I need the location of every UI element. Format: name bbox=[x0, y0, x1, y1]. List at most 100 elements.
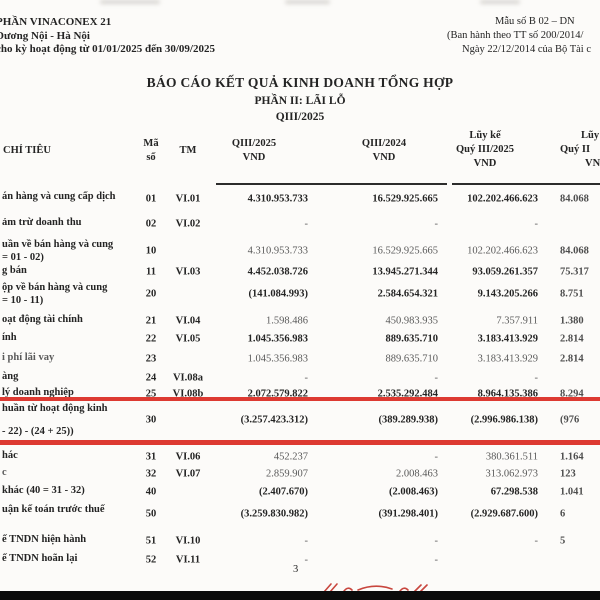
value-luyke-2025: - bbox=[534, 372, 539, 383]
row-code: 51 bbox=[145, 535, 157, 546]
row-code: 20 bbox=[145, 288, 157, 300]
table-row: i phí lãi vay 23 1.045.356.983 889.635.710 3… bbox=[0, 351, 600, 366]
row-note-ref: VI.11 bbox=[175, 554, 201, 565]
header-luyke-2025: Lũy kế Quý III/2025 VND bbox=[432, 129, 538, 171]
value-luyke-2024-fragment: 5 bbox=[560, 535, 566, 546]
table-row: oạt động tài chính 21 VI.04 1.598.486 450.98… bbox=[0, 313, 600, 328]
value-qiii-2024: - bbox=[434, 535, 439, 546]
header-luyke-2025-line1: Lũy kế bbox=[469, 130, 501, 141]
row-code: 31 bbox=[145, 451, 157, 462]
value-qiii-2025: (3.259.830.982) bbox=[240, 508, 308, 520]
header-q3-2024: QIII/2024 VND bbox=[330, 137, 438, 165]
table-row: án hàng và cung cấp dịch 01 VI.01 4.310.953… bbox=[0, 190, 600, 207]
row-note-ref: VI.08b bbox=[172, 388, 204, 399]
report-subtitle: PHẦN II: LÃI LỖ bbox=[254, 95, 346, 107]
value-qiii-2025: 452.237 bbox=[273, 451, 308, 462]
value-qiii-2025: 4.310.953.733 bbox=[247, 193, 308, 204]
header-q3-2024-line1: QIII/2024 bbox=[361, 138, 407, 149]
value-qiii-2025: 4.310.953.733 bbox=[247, 245, 308, 257]
row-note-ref: VI.05 bbox=[175, 333, 201, 344]
value-qiii-2024: (391.298.401) bbox=[378, 508, 439, 520]
form-issued-line: (Ban hành theo TT số 200/2014/ bbox=[447, 30, 584, 41]
value-qiii-2025: 1.598.486 bbox=[266, 315, 308, 326]
row-label: ộp về bán hàng và cung = 10 - 11) bbox=[2, 282, 108, 306]
value-qiii-2024: 889.635.710 bbox=[385, 333, 439, 344]
row-code: 10 bbox=[145, 245, 157, 257]
value-qiii-2025: - bbox=[304, 218, 309, 230]
row-code: 30 bbox=[145, 414, 157, 426]
row-label: lý doanh nghiệp bbox=[2, 387, 74, 398]
row-code: 22 bbox=[145, 333, 157, 344]
value-luyke-2025: 313.062.973 bbox=[485, 468, 539, 479]
row-code: 11 bbox=[146, 266, 156, 277]
value-luyke-2024-fragment: 2.814 bbox=[560, 353, 584, 364]
table-row: hác 31 VI.06 452.237 - 380.361.511 1.164 bbox=[0, 449, 600, 464]
red-stamp-mark bbox=[323, 583, 428, 593]
header-underline-right bbox=[452, 183, 600, 185]
value-luyke-2024-fragment: 8.294 bbox=[560, 388, 584, 399]
value-qiii-2025: (141.084.993) bbox=[248, 288, 309, 300]
row-code: 32 bbox=[145, 468, 157, 479]
row-code: 52 bbox=[145, 554, 157, 565]
table-row: ế TNDN hoãn lại 52 VI.11 - - bbox=[0, 552, 600, 567]
value-luyke-2024-fragment: 6 bbox=[560, 508, 566, 520]
row-note-ref: VI.01 bbox=[175, 193, 201, 204]
header-q3-2024-line2: VND bbox=[372, 152, 396, 163]
table-row: uần về bán hàng và cung = 01 - 02) 10 4.310… bbox=[0, 238, 600, 264]
value-qiii-2024: - bbox=[434, 451, 439, 462]
table-row: uận kế toán trước thuế 50 (3.259.830.982) (… bbox=[0, 503, 600, 525]
table-row: c 32 VI.07 2.859.907 2.008.463 313.062.973 123 bbox=[0, 466, 600, 481]
value-luyke-2025: 102.202.466.623 bbox=[467, 193, 538, 204]
row-note-ref: VI.04 bbox=[175, 315, 201, 326]
report-title: BÁO CÁO KẾT QUẢ KINH DOANH TỔNG HỢP bbox=[146, 75, 454, 90]
value-qiii-2024: 889.635.710 bbox=[385, 353, 439, 364]
report-quarter: QIII/2025 bbox=[275, 111, 325, 123]
row-label: ính bbox=[2, 332, 17, 343]
value-qiii-2025: 1.045.356.983 bbox=[247, 333, 308, 344]
row-code: 23 bbox=[145, 353, 157, 364]
row-code: 21 bbox=[145, 315, 157, 326]
value-luyke-2025: - bbox=[534, 218, 539, 230]
value-qiii-2024: - bbox=[434, 372, 439, 383]
value-luyke-2025: 7.357.911 bbox=[496, 315, 538, 326]
row-note-ref: VI.07 bbox=[175, 468, 201, 479]
value-luyke-2025: 67.298.538 bbox=[490, 486, 538, 497]
value-luyke-2024-fragment: 8.751 bbox=[560, 288, 584, 300]
value-luyke-2025: (2.929.687.600) bbox=[470, 508, 538, 520]
bottom-black-bar bbox=[0, 591, 600, 600]
row-label: án hàng và cung cấp dịch bbox=[2, 191, 116, 202]
value-qiii-2024: 2.584.654.321 bbox=[377, 288, 438, 300]
value-luyke-2024-fragment: 1.041 bbox=[560, 486, 584, 497]
row-note-ref: VI.03 bbox=[175, 266, 201, 277]
table-row: àng 24 VI.08a - - - bbox=[0, 370, 600, 385]
report-period: cho kỳ hoạt động từ 01/01/2025 đến 30/09… bbox=[0, 43, 215, 55]
value-luyke-2024-fragment: 84.068 bbox=[560, 245, 589, 257]
value-qiii-2024: 13.945.271.344 bbox=[372, 266, 438, 277]
value-qiii-2025: (2.407.670) bbox=[259, 486, 308, 497]
value-qiii-2024: 450.983.935 bbox=[385, 315, 439, 326]
header-luyke-2024: Lũy Quý II VN bbox=[560, 129, 600, 171]
table-row: ộp về bán hàng và cung = 10 - 11) 20 (141.0… bbox=[0, 281, 600, 307]
value-luyke-2024-fragment: 84.068 bbox=[560, 193, 589, 204]
row-label: àng bbox=[2, 371, 19, 382]
row-label: hác bbox=[2, 450, 18, 461]
company-address: Dương Nội - Hà Nội bbox=[0, 29, 90, 42]
header-luyke-2025-line3: VND bbox=[473, 158, 497, 169]
table-row: ính 22 VI.05 1.045.356.983 889.635.710 3.183.… bbox=[0, 331, 600, 346]
value-luyke-2025: - bbox=[534, 535, 539, 546]
value-luyke-2024-fragment: 75.317 bbox=[560, 266, 589, 277]
row-code: 24 bbox=[145, 372, 157, 383]
page-number: 3 bbox=[293, 564, 299, 575]
company-name: PHẦN VINACONEX 21 bbox=[0, 16, 112, 28]
row-note-ref: VI.08a bbox=[172, 372, 204, 383]
header-underline-left bbox=[216, 183, 447, 185]
value-luyke-2025: 380.361.511 bbox=[485, 451, 538, 462]
header-luyke-2024-line2: Quý II bbox=[560, 144, 591, 155]
header-tm: TM bbox=[179, 145, 197, 156]
value-luyke-2024-fragment: 1.380 bbox=[560, 315, 584, 326]
value-qiii-2025: - bbox=[304, 535, 309, 546]
row-label: uận kế toán trước thuế bbox=[2, 504, 105, 515]
table-row: lý doanh nghiệp 25 VI.08b 2.072.579.822 2.53… bbox=[0, 386, 600, 401]
row-code: 25 bbox=[145, 388, 157, 399]
